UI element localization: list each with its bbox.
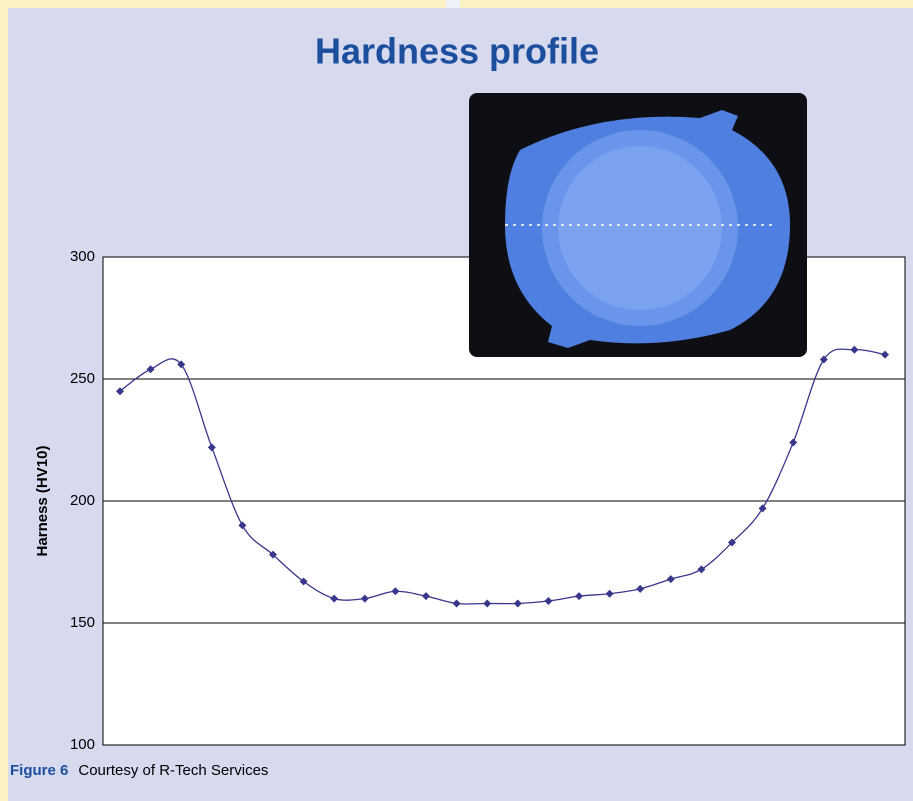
- photo: [469, 93, 807, 357]
- y-tick-label: 100: [70, 736, 95, 753]
- caption: Figure 6 Courtesy of R-Tech Services: [10, 762, 268, 779]
- y-tick-label: 200: [70, 492, 95, 509]
- y-tick-label: 250: [70, 370, 95, 387]
- y-axis-label: Harness (HV10): [34, 446, 51, 557]
- page: {"chart_data": {"type": "line", "title":…: [0, 0, 913, 801]
- chart-title: Hardness profile: [315, 31, 599, 72]
- caption-text: Courtesy of R-Tech Services: [78, 762, 268, 779]
- chart: Hardness profile Harness (HV10) Figure 6…: [0, 0, 913, 801]
- y-tick-label: 150: [70, 614, 95, 631]
- figure-label: Figure 6: [10, 762, 68, 779]
- y-tick-label: 300: [70, 248, 95, 265]
- panel-gap: [446, 0, 460, 8]
